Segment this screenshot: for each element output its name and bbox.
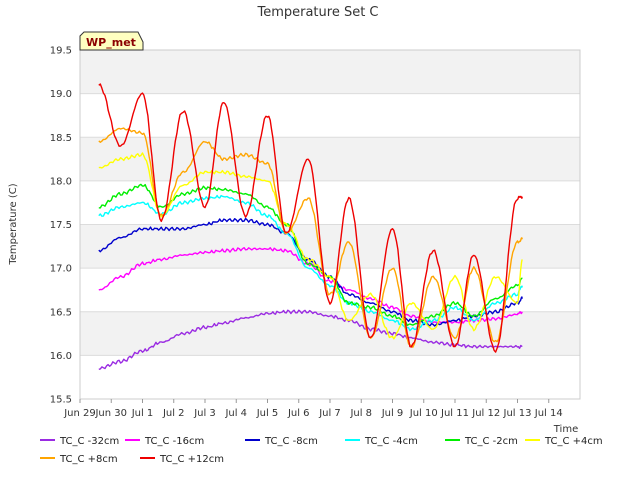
- y-tick-label: 17.0: [50, 264, 72, 275]
- x-tick-label: Jul 12: [471, 408, 500, 419]
- x-tick-label: Jul 8: [349, 408, 372, 419]
- chart-title: Temperature Set C: [256, 5, 378, 20]
- x-tick-label: Jul 1: [131, 408, 154, 419]
- y-tick-label: 18.0: [50, 176, 72, 187]
- legend-label: TC_C +8cm: [59, 454, 118, 465]
- legend-label: TC_C -32cm: [59, 436, 119, 447]
- x-tick-label: Jul 11: [440, 408, 469, 419]
- legend-label: TC_C -4cm: [364, 436, 418, 447]
- plot-band: [80, 93, 580, 138]
- x-axis: Jun 29 Jun 30 Jul 1 Jul 2 Jul 3 Jul 4 Jul 5 Jul…: [63, 399, 563, 419]
- x-tick-label: Jul 13: [503, 408, 532, 419]
- legend-label: TC_C -8cm: [264, 436, 318, 447]
- legend-label: TC_C -2cm: [464, 436, 518, 447]
- x-tick-label: Jul 9: [381, 408, 404, 419]
- y-axis: 15.5 16.0 16.5 17.0 17.5 18.0 18.5 19.0 19.5: [50, 46, 72, 406]
- y-tick-label: 17.5: [50, 220, 72, 231]
- legend-label: TC_C +4cm: [544, 436, 603, 447]
- series-lines: [98, 83, 523, 370]
- x-tick-label: Jul 14: [534, 408, 563, 419]
- series-line: [98, 309, 523, 370]
- y-tick-label: 15.5: [50, 395, 72, 406]
- x-tick-label: Jul 10: [409, 408, 438, 419]
- y-tick-label: 19.0: [50, 89, 72, 100]
- legend: TC_C -32cm TC_C -16cm TC_C -8cm TC_C -4cm TC…: [40, 436, 603, 465]
- legend-label: TC_C -16cm: [144, 436, 204, 447]
- x-tick-label: Jul 5: [256, 408, 279, 419]
- y-tick-label: 16.5: [50, 307, 72, 318]
- y-tick-label: 16.0: [50, 351, 72, 362]
- site-badge-label: WP_met: [86, 36, 136, 49]
- x-tick-label: Jun 29: [63, 408, 96, 419]
- y-tick-label: 19.5: [50, 46, 72, 57]
- plot-band: [80, 50, 580, 94]
- x-tick-label: Jul 3: [193, 408, 216, 419]
- site-badge: WP_met: [79, 31, 144, 51]
- legend-label: TC_C +12cm: [159, 454, 224, 465]
- x-tick-label: Jun 30: [94, 408, 127, 419]
- plot-band: [80, 137, 580, 181]
- x-tick-label: Jul 2: [162, 408, 185, 419]
- series-line: [98, 83, 523, 353]
- x-axis-title: Time: [553, 424, 578, 435]
- x-tick-label: Jul 6: [287, 408, 310, 419]
- plot-band: [80, 355, 580, 399]
- series-line: [98, 194, 523, 332]
- y-axis-title: Temperature (C): [8, 183, 19, 265]
- x-tick-label: Jul 7: [318, 408, 341, 419]
- series-line: [98, 247, 523, 324]
- plot-band: [80, 311, 580, 356]
- x-tick-label: Jul 4: [224, 408, 247, 419]
- plot-band: [80, 224, 580, 269]
- y-tick-label: 18.5: [50, 133, 72, 144]
